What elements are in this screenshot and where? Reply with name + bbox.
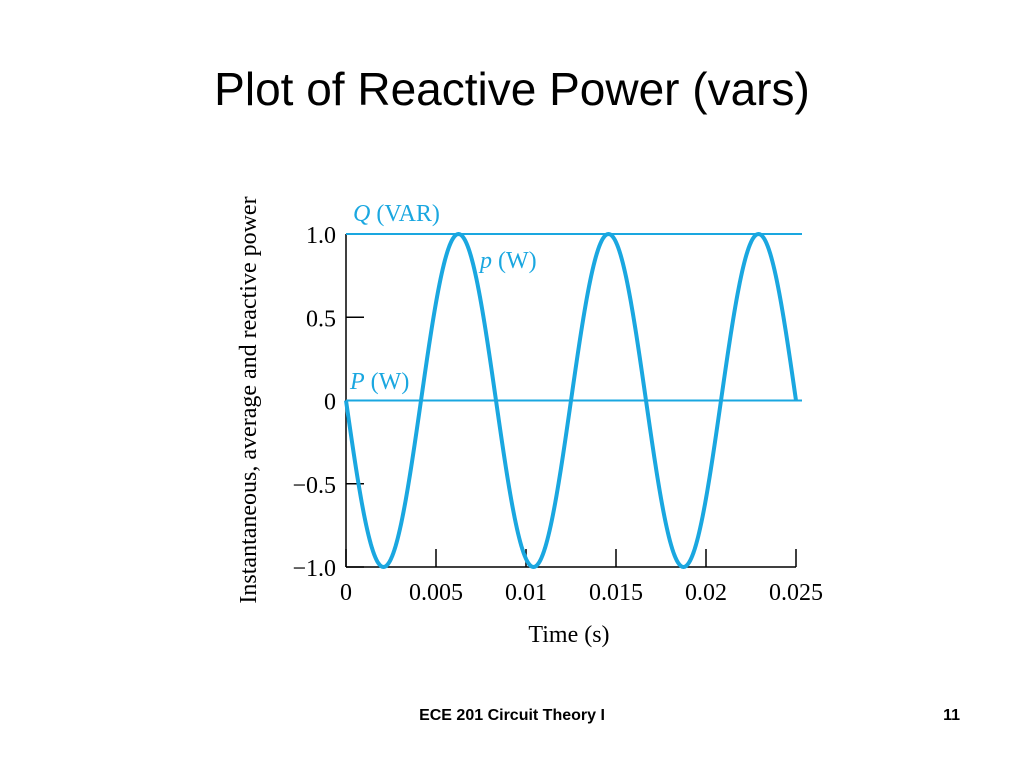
series-label-P: P (W) (349, 369, 409, 395)
y-tick-label: −1.0 (292, 556, 336, 582)
x-tick-label: 0.015 (589, 580, 643, 606)
x-tick-label: 0 (340, 580, 352, 606)
y-tick-label: 0.5 (306, 306, 336, 332)
y-tick-label: 1.0 (306, 223, 336, 249)
series-unit: (W) (492, 248, 537, 274)
x-tick-label: 0.025 (769, 580, 823, 606)
series-symbol: Q (353, 201, 370, 227)
x-tick-label: 0.01 (505, 580, 547, 606)
y-axis-label: Instantaneous, average and reactive powe… (236, 196, 262, 603)
series-unit: (VAR) (370, 201, 440, 227)
series-label-Q: Q (VAR) (353, 201, 440, 227)
x-axis-label: Time (s) (528, 622, 609, 648)
series-label-p-lower: p (W) (478, 248, 537, 274)
series-symbol: p (478, 248, 492, 274)
y-tick-label: 0 (324, 390, 336, 416)
y-tick-label: −0.5 (292, 473, 336, 499)
slide-title: Plot of Reactive Power (vars) (214, 63, 810, 115)
series-symbol: P (349, 369, 365, 395)
footer-course-title: ECE 201 Circuit Theory I (419, 707, 605, 724)
x-tick-label: 0.005 (409, 580, 463, 606)
x-tick-label: 0.02 (685, 580, 727, 606)
series-unit: (W) (365, 369, 410, 395)
reactive-power-chart: 1.00.50−0.5−1.00 0.005 0.01 0.015 0.02 0.025T… (236, 196, 823, 648)
page-number: 11 (943, 707, 960, 724)
